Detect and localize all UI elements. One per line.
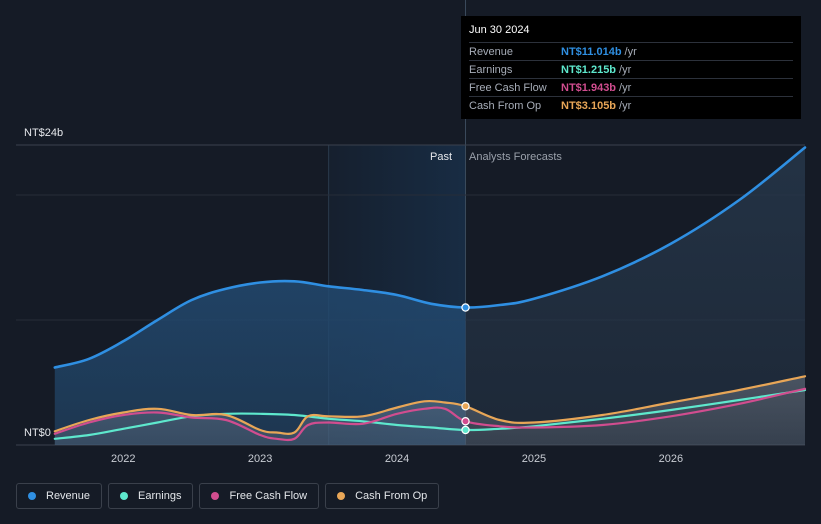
- earnings-marker: [461, 425, 470, 435]
- legend-label: Earnings: [138, 490, 182, 502]
- tooltip-unit: /yr: [619, 81, 632, 94]
- tooltip-value: NT$11.014b: [561, 45, 622, 58]
- legend-label: Free Cash Flow: [229, 490, 308, 502]
- tooltip-value: NT$3.105b: [561, 99, 617, 112]
- tooltip-label: Earnings: [469, 63, 513, 76]
- revenue-marker: [461, 303, 470, 312]
- forecast-label: Analysts Forecasts: [469, 151, 562, 163]
- tooltip-value: NT$1.215b: [561, 63, 617, 76]
- y-axis-top-label: NT$24b: [24, 127, 63, 139]
- y-axis-bottom-label: NT$0: [24, 427, 51, 439]
- legend-item-earnings[interactable]: Earnings: [108, 483, 194, 509]
- free-cash-flow-marker: [461, 417, 470, 426]
- legend-dot-icon: [211, 492, 220, 500]
- x-tick-label: 2025: [522, 453, 546, 465]
- cash-from-op-line: [53, 375, 807, 435]
- x-tick-label: 2022: [111, 453, 135, 465]
- legend-dot-icon: [337, 492, 346, 500]
- tooltip-label: Cash From Op: [469, 99, 542, 112]
- tooltip-unit: /yr: [619, 63, 632, 76]
- legend-dot-icon: [120, 492, 129, 500]
- tooltip: Jun 30 2024 Revenue NT$11.014b/yr Earnings…: [461, 16, 801, 119]
- legend-item-cash-from-op[interactable]: Cash From Op: [325, 483, 440, 509]
- free-cash-flow-line: [53, 387, 807, 442]
- tooltip-row: Earnings NT$1.215b/yr: [469, 60, 793, 78]
- chart-canvas: NT$24b NT$0 Past Analysts Forecasts 2022…: [16, 0, 807, 465]
- tooltip-label: Revenue: [469, 45, 514, 58]
- tooltip-unit: /yr: [624, 45, 637, 58]
- legend-label: Revenue: [46, 490, 91, 502]
- legend-dot-icon: [28, 492, 36, 500]
- past-label: Past: [430, 151, 452, 163]
- tooltip-row: Revenue NT$11.014b/yr: [469, 42, 793, 60]
- lower-series-area: [54, 376, 806, 445]
- x-tick-label: 2024: [385, 453, 409, 465]
- x-tick-label: 2026: [659, 453, 683, 465]
- tooltip-row: Cash From Op NT$3.105b/yr: [469, 96, 793, 114]
- tooltip-value: NT$1.943b: [561, 81, 617, 94]
- tooltip-unit: /yr: [619, 99, 632, 112]
- earnings-line: [53, 388, 807, 440]
- revenue-line: [53, 146, 807, 369]
- x-tick-label: 2023: [248, 453, 272, 465]
- legend-item-free-cash-flow[interactable]: Free Cash Flow: [199, 483, 320, 509]
- revenue-area-past: [54, 280, 466, 445]
- legend-label: Cash From Op: [355, 490, 428, 502]
- cash-from-op-marker: [461, 402, 470, 411]
- tooltip-date: Jun 30 2024: [469, 24, 530, 36]
- legend: Revenue Earnings Free Cash Flow Cash From O…: [16, 483, 440, 509]
- tooltip-row: Free Cash Flow NT$1.943b/yr: [469, 78, 793, 96]
- legend-item-revenue[interactable]: Revenue: [16, 483, 103, 509]
- tooltip-label: Free Cash Flow: [469, 81, 547, 94]
